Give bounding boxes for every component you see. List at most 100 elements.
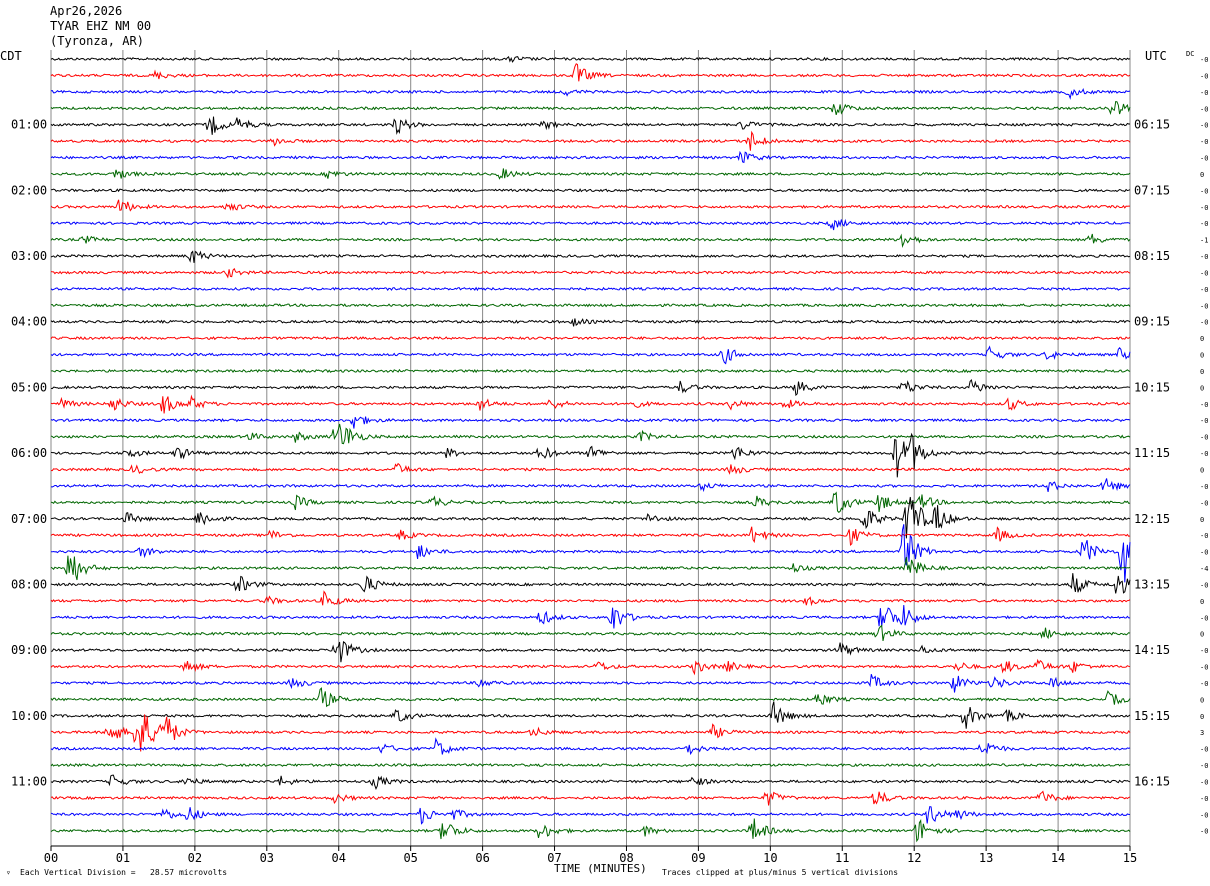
right-hour-label: 06:15	[1134, 118, 1170, 132]
trace-row	[50, 590, 1131, 607]
trace-row	[50, 416, 1131, 429]
x-tick-label: 06	[475, 851, 489, 865]
dc-offset-column: DC -0 -0 -0 -0 -0 -0 -0 0 -0 -0 -0 -1 -0 -0 -0 -0 -0 0 0 0 0 -…	[1186, 50, 1208, 836]
trace-row	[50, 524, 1131, 583]
x-tick-label: 08	[619, 851, 633, 865]
left-hour-label: 11:00	[11, 774, 47, 788]
trace-row	[50, 737, 1131, 756]
trace-row	[50, 378, 1131, 397]
right-hour-label: 12:15	[1134, 512, 1170, 526]
clip-note: Traces clipped at plus/minus 5 vertical …	[662, 868, 899, 877]
right-timezone-label: UTC	[1145, 49, 1167, 63]
trace-row	[50, 496, 1131, 539]
trace-row	[50, 687, 1131, 708]
dc-offset-value: -0	[1200, 72, 1208, 80]
trace-row	[50, 658, 1131, 676]
hour-labels: 01:00 02:00 03:00 04:00 05:00 06:00 07:00 08:00…	[11, 118, 1170, 789]
dc-offset-value: 0	[1200, 368, 1204, 376]
dc-offset-value: -0	[1200, 319, 1208, 327]
dc-offset-value: 0	[1200, 516, 1204, 524]
trace-row	[50, 624, 1131, 641]
left-hour-label: 03:00	[11, 249, 47, 263]
x-tick-label: 09	[691, 851, 705, 865]
dc-offset-value: -0	[1200, 450, 1208, 458]
left-hour-label: 08:00	[11, 577, 47, 591]
trace-row	[50, 267, 1131, 279]
x-axis-title: TIME (MINUTES)	[554, 862, 647, 875]
x-tick-label: 03	[260, 851, 274, 865]
trace-row	[50, 714, 1131, 752]
dc-offset-value: 0	[1200, 631, 1204, 639]
dc-offset-value: -0	[1200, 499, 1208, 507]
trace-row	[50, 218, 1131, 231]
dc-offset-value: -0	[1200, 828, 1208, 836]
dc-offset-value: 0	[1200, 384, 1204, 392]
trace-row	[50, 394, 1131, 414]
dc-offset-value: -0	[1200, 680, 1208, 688]
trace-row	[50, 55, 1131, 63]
dc-offset-value: -0	[1200, 664, 1208, 672]
trace-row	[50, 116, 1130, 136]
dc-offset-value: 0	[1200, 696, 1204, 704]
trace-row	[50, 573, 1131, 594]
dc-offset-value: -0	[1200, 549, 1208, 557]
x-tick-label: 00	[44, 851, 58, 865]
right-hour-label: 09:15	[1134, 315, 1170, 329]
dc-offset-value: -0	[1200, 302, 1208, 310]
trace-row	[50, 701, 1131, 729]
left-hour-label: 05:00	[11, 380, 47, 394]
trace-row	[50, 478, 1131, 493]
dc-offset-value: 0	[1200, 467, 1204, 475]
trace-row	[50, 368, 1131, 374]
trace-row	[50, 286, 1131, 292]
x-tick-label: 14	[1051, 851, 1065, 865]
trace-row	[50, 188, 1131, 193]
dc-offset-value: -0	[1200, 795, 1208, 803]
dc-offset-value: -0	[1200, 122, 1208, 130]
left-hour-label: 01:00	[11, 118, 47, 132]
trace-row	[50, 555, 1131, 581]
trace-row	[50, 526, 1131, 547]
trace-row	[50, 818, 1131, 843]
x-tick-label: 05	[403, 851, 417, 865]
left-hour-label: 02:00	[11, 183, 47, 197]
trace-row	[50, 491, 1131, 513]
dc-offset-value: 0	[1200, 335, 1204, 343]
x-tick-label: 13	[979, 851, 993, 865]
dc-offset-value: -0	[1200, 89, 1208, 97]
trace-row	[50, 641, 1131, 663]
x-tick-label: 11	[835, 851, 849, 865]
dc-offset-value: -0	[1200, 417, 1208, 425]
x-tick-label: 12	[907, 851, 921, 865]
left-hour-label: 04:00	[11, 315, 47, 329]
seismic-traces	[50, 55, 1131, 843]
trace-row	[50, 805, 1131, 825]
trace-row	[50, 233, 1131, 248]
dc-offset-value: -0	[1200, 187, 1208, 195]
dc-offset-value: -0	[1200, 532, 1208, 540]
right-hour-label: 10:15	[1134, 380, 1170, 394]
right-hour-label: 14:15	[1134, 643, 1170, 657]
dc-offset-value: -0	[1200, 253, 1208, 261]
dc-offset-value: -0	[1200, 138, 1208, 146]
right-hour-label: 08:15	[1134, 249, 1170, 263]
trace-row	[50, 63, 1131, 82]
dc-offset-value: -0	[1200, 286, 1208, 294]
dc-offset-value: -0	[1200, 762, 1208, 770]
dc-offset-value: -0	[1200, 483, 1208, 491]
trace-row	[50, 199, 1130, 212]
dc-offset-value: -1	[1200, 237, 1208, 245]
dc-offset-value: -0	[1200, 746, 1208, 754]
corner-mark: ▿	[6, 868, 11, 877]
trace-row	[50, 318, 1131, 327]
dc-offset-value: -0	[1200, 778, 1208, 786]
trace-row	[50, 150, 1131, 164]
dc-offset-value: -0	[1200, 56, 1208, 64]
trace-row	[50, 250, 1131, 263]
scale-note: Each Vertical Division = 28.57 microvolt…	[20, 868, 228, 877]
trace-row	[50, 432, 1131, 478]
trace-row	[50, 88, 1131, 100]
time-axis: 00 01 02 03 04 05 06 07 08 09 10 11 12 13 14 15	[44, 845, 1137, 865]
x-tick-label: 01	[116, 851, 130, 865]
dc-offset-value: -0	[1200, 105, 1208, 113]
